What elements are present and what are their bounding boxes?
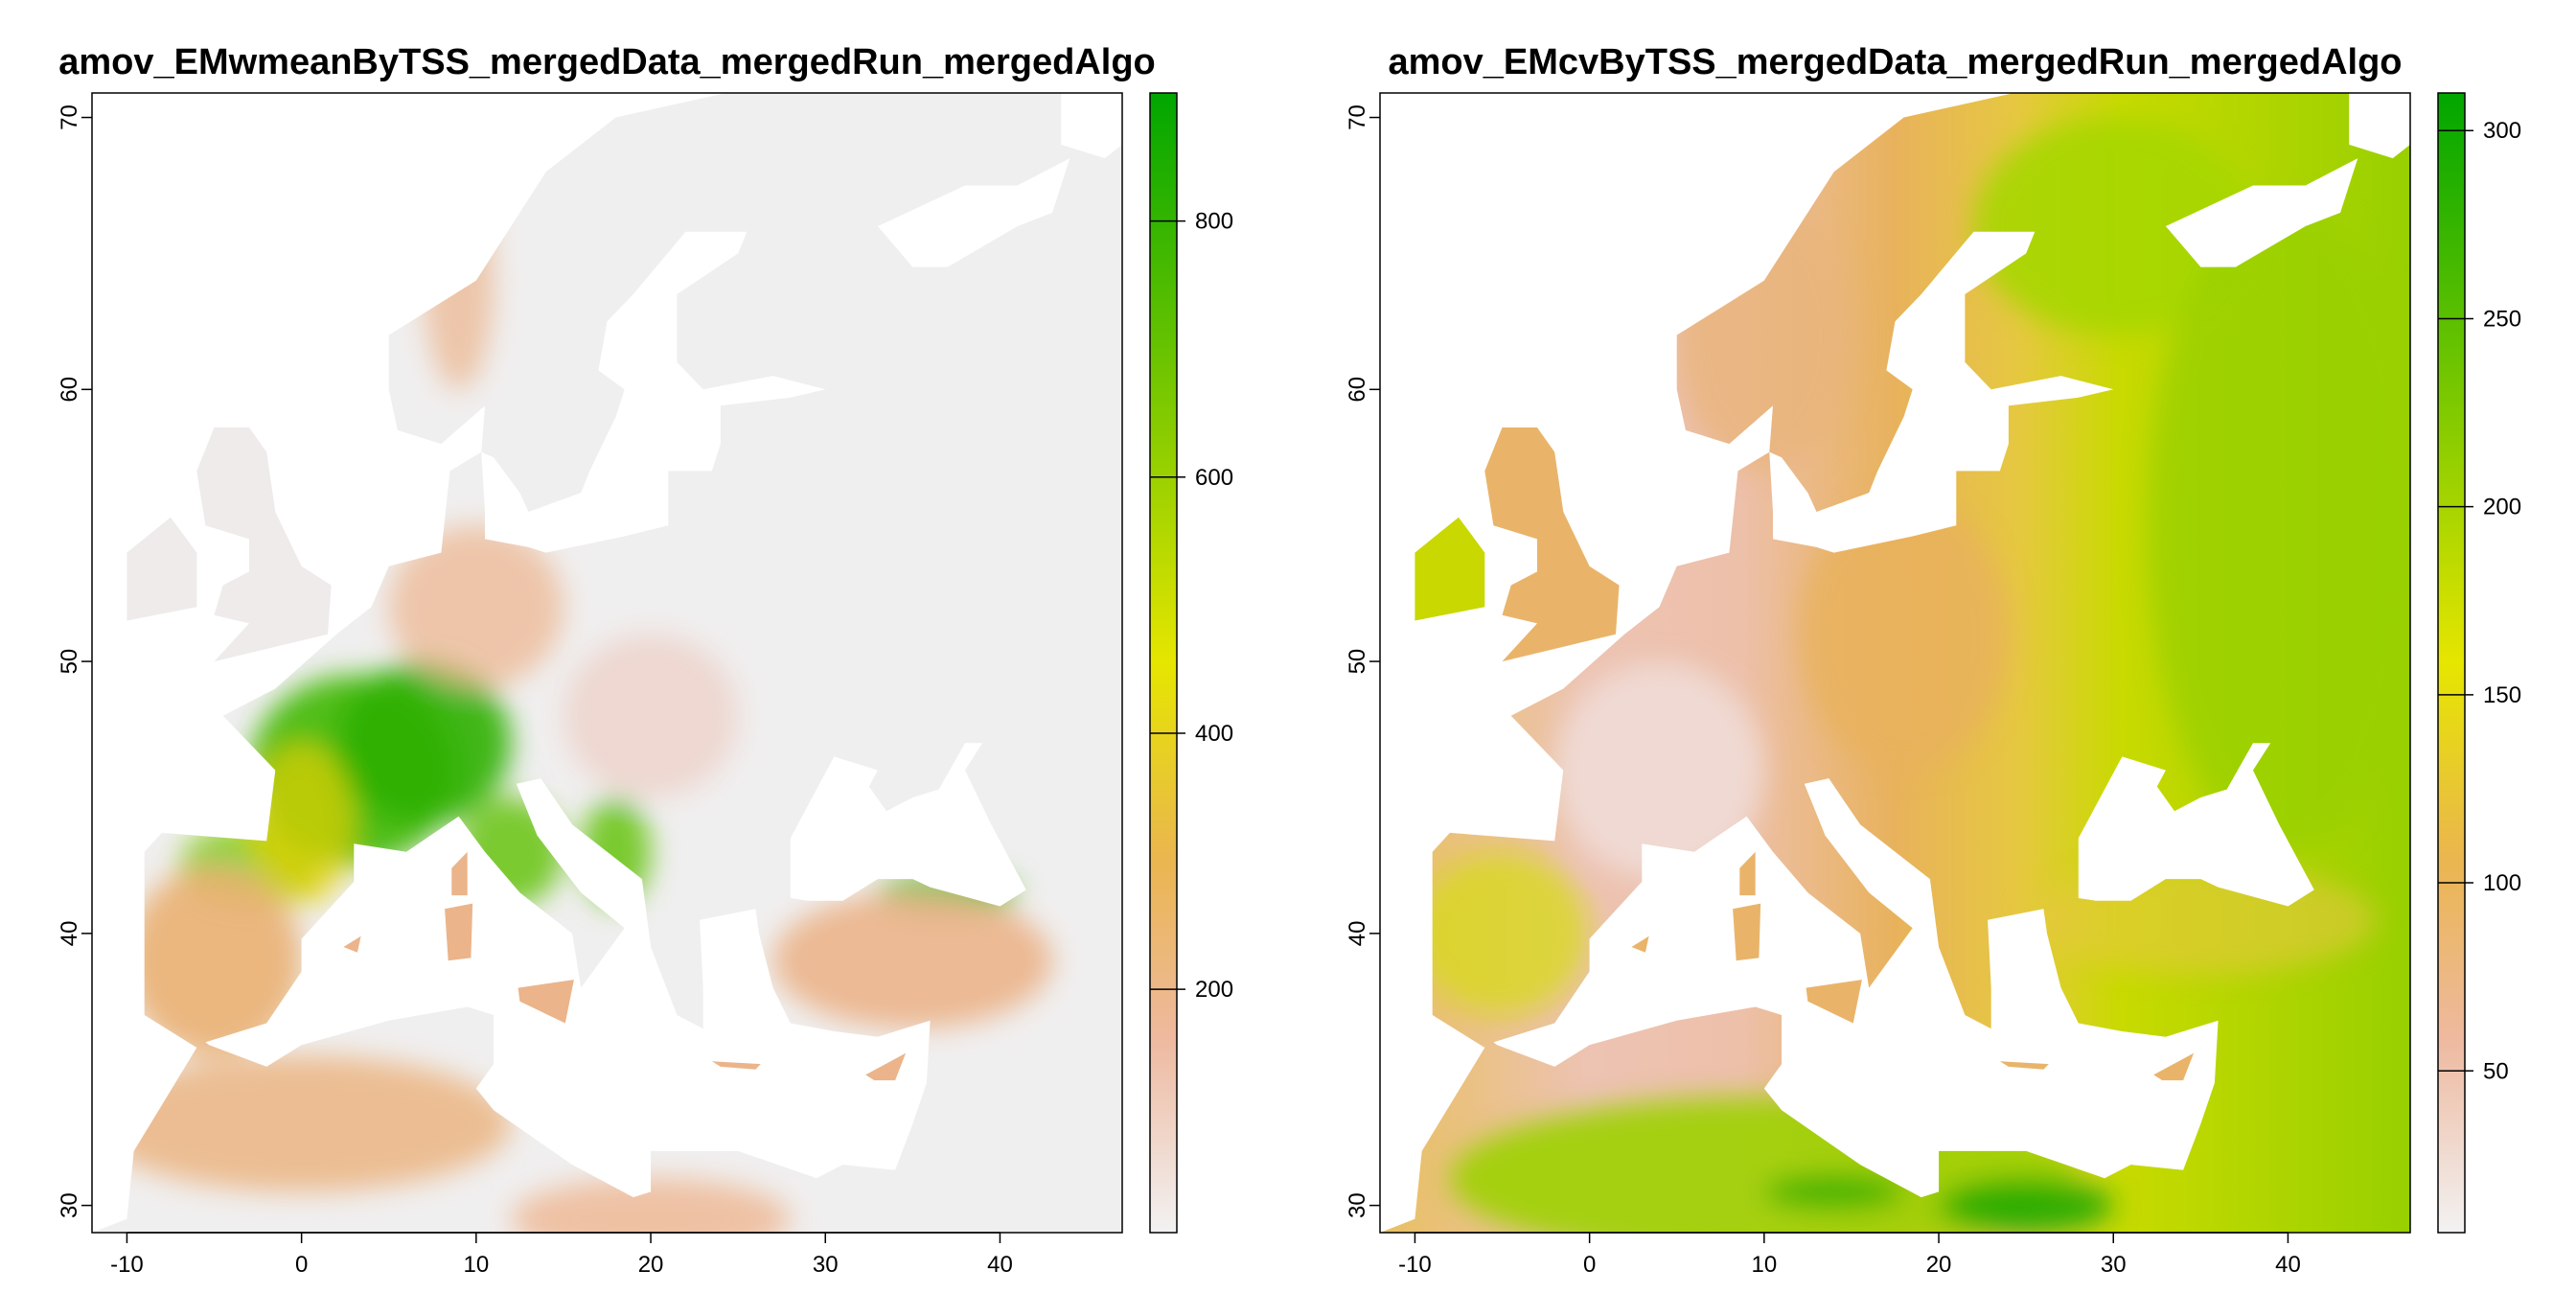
- raster-map: [1380, 93, 2410, 1233]
- panel-wmean: amov_EMwmeanByTSS_mergedData_mergedRun_m…: [57, 42, 1233, 1278]
- x-tick-label: 40: [987, 1252, 1013, 1278]
- island-britain: [196, 427, 332, 662]
- value-region: [1939, 1178, 2114, 1233]
- y-tick-label: 30: [1345, 1192, 1370, 1218]
- value-region: [1973, 117, 2254, 335]
- y-tick-label: 50: [57, 649, 82, 675]
- sea-atlantic: [92, 93, 726, 1233]
- y-tick-label: 60: [57, 377, 82, 403]
- island-sardinia: [1733, 903, 1761, 961]
- x-tick-label: 0: [295, 1252, 308, 1278]
- colorbar-tick-label: 200: [1195, 977, 1233, 1003]
- sea-arctic: [2349, 93, 2410, 159]
- island-ireland: [126, 517, 197, 621]
- panel-cv: amov_EMcvByTSS_mergedData_mergedRun_merg…: [1345, 42, 2521, 1278]
- sea-baltic: [481, 231, 826, 553]
- value-region: [772, 892, 1053, 1029]
- x-tick-label: 20: [638, 1252, 664, 1278]
- x-tick-label: 20: [1926, 1252, 1952, 1278]
- y-tick-label: 40: [1345, 921, 1370, 947]
- colorbar: [1149, 92, 1178, 1234]
- colorbar-tick-label: 150: [2483, 682, 2521, 708]
- value-region: [248, 743, 355, 907]
- x-tick-label: 10: [1751, 1252, 1777, 1278]
- colorbar-tick-label: 400: [1195, 721, 1233, 747]
- sea-baltic: [1769, 231, 2114, 553]
- colorbar-tick-label: 50: [2483, 1058, 2509, 1084]
- x-tick-label: -10: [1398, 1252, 1432, 1278]
- plot-title: amov_EMcvByTSS_mergedData_mergedRun_merg…: [1388, 42, 2402, 82]
- value-region: [1554, 661, 1764, 880]
- island-crete: [711, 1061, 761, 1070]
- island-corsica: [451, 851, 468, 896]
- sea-white: [877, 158, 1070, 267]
- colorbar-tick-label: 800: [1195, 209, 1233, 235]
- sea-arctic: [1061, 93, 1122, 159]
- value-region: [511, 1178, 791, 1233]
- value-region: [126, 865, 302, 1056]
- island-ireland: [1414, 517, 1485, 621]
- value-region: [563, 634, 739, 797]
- y-tick-label: 30: [57, 1192, 82, 1218]
- island-sicily: [1806, 980, 1862, 1024]
- x-tick-label: -10: [110, 1252, 144, 1278]
- island-cyprus: [865, 1052, 907, 1081]
- value-region: [1414, 851, 1590, 1015]
- x-tick-label: 10: [463, 1252, 489, 1278]
- x-tick-label: 40: [2275, 1252, 2301, 1278]
- island-cyprus: [2153, 1052, 2195, 1081]
- plot-title: amov_EMwmeanByTSS_mergedData_mergedRun_m…: [58, 42, 1156, 82]
- colorbar-tick-label: 100: [2483, 870, 2521, 896]
- value-region: [92, 1055, 512, 1192]
- sea-black: [2078, 743, 2314, 907]
- sea-black: [790, 743, 1026, 907]
- value-region: [2148, 198, 2410, 852]
- value-region: [388, 525, 564, 689]
- x-tick-label: 30: [813, 1252, 839, 1278]
- y-tick-label: 60: [1345, 377, 1370, 403]
- sea-atlantic: [1380, 93, 2014, 1233]
- raster-map: [92, 93, 1122, 1233]
- y-tick-label: 40: [57, 921, 82, 947]
- y-tick-label: 70: [1345, 104, 1370, 130]
- island-crete: [1999, 1061, 2049, 1070]
- colorbar-tick-label: 200: [2483, 495, 2521, 520]
- value-region: [336, 661, 512, 825]
- colorbar: [2437, 92, 2466, 1234]
- x-tick-label: 0: [1583, 1252, 1596, 1278]
- island-sardinia: [445, 903, 473, 961]
- y-tick-label: 50: [1345, 649, 1370, 675]
- colorbar-tick-label: 250: [2483, 306, 2521, 332]
- colorbar-tick-label: 600: [1195, 465, 1233, 491]
- island-corsica: [1739, 851, 1756, 896]
- island-sicily: [518, 980, 574, 1024]
- colorbar-tick-label: 300: [2483, 118, 2521, 144]
- island-mallorca: [343, 935, 361, 953]
- value-region: [1763, 1175, 1904, 1209]
- value-region: [1799, 497, 2009, 771]
- island-britain: [1484, 427, 1620, 662]
- island-mallorca: [1631, 935, 1649, 953]
- sea-white: [2165, 158, 2358, 267]
- x-tick-label: 30: [2101, 1252, 2127, 1278]
- y-tick-label: 70: [57, 104, 82, 130]
